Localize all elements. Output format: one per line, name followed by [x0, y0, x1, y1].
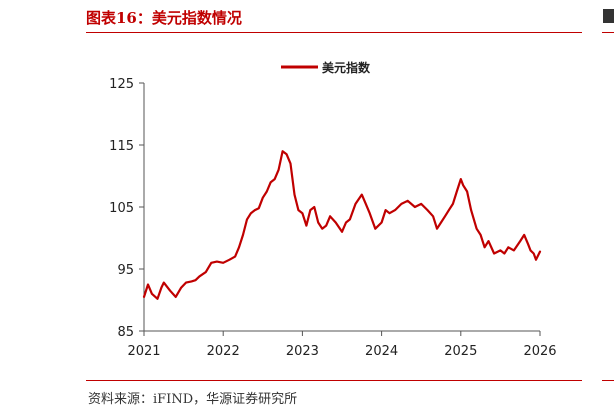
legend-label-dxy: 美元指数 [322, 60, 371, 75]
x-tick-label: 2022 [207, 344, 240, 359]
y-tick-label: 105 [109, 201, 134, 216]
adjacent-figure-marker [603, 9, 614, 23]
axes: 85 95 105 115 125 2021 2022 2023 2024 2025 2026 [109, 77, 556, 359]
x-tick-label: 2026 [523, 344, 556, 359]
y-tick-label: 125 [109, 77, 134, 92]
figure-title: 图表16：美元指数情况 [86, 9, 242, 27]
title-rule [86, 32, 582, 33]
x-tick-label: 2023 [286, 344, 319, 359]
adjacent-title-rule [602, 32, 614, 33]
x-tick-label: 2024 [365, 344, 398, 359]
series-layer [142, 150, 542, 300]
adjacent-footer-rule [602, 380, 614, 381]
y-tick-label: 115 [109, 139, 134, 154]
legend: 美元指数 [281, 60, 371, 75]
source-note: 资料来源：iFIND，华源证券研究所 [88, 392, 298, 407]
x-tick-label: 2025 [444, 344, 477, 359]
y-tick-label: 85 [117, 325, 134, 340]
series-line-dxy [142, 150, 542, 300]
footer-rule [86, 380, 582, 381]
y-tick-label: 95 [117, 263, 134, 278]
x-tick-label: 2021 [127, 344, 160, 359]
